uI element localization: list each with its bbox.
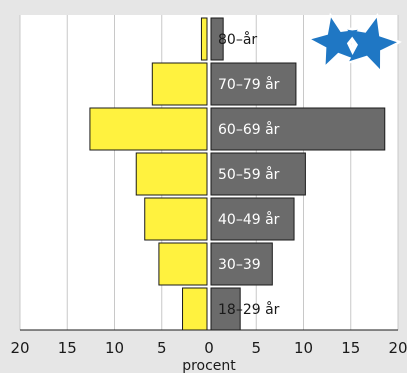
right-bar — [210, 197, 295, 241]
star-logo-icon — [306, 12, 402, 74]
right-bar — [210, 62, 297, 106]
left-bar — [158, 242, 208, 286]
x-tick-label: 15 — [58, 339, 77, 357]
x-tick-label: 0 — [204, 339, 214, 357]
right-bar — [210, 287, 241, 331]
left-bar — [182, 287, 208, 331]
category-label: 70–79 år — [218, 76, 280, 93]
right-bar — [210, 152, 306, 196]
plot-area — [20, 15, 398, 330]
category-label: 80–år — [218, 31, 257, 48]
x-tick-label: 5 — [157, 339, 167, 357]
left-bar — [135, 152, 208, 196]
x-tick-label: 20 — [388, 339, 407, 357]
x-tick-label: 5 — [251, 339, 261, 357]
left-bar — [151, 62, 208, 106]
x-tick-label: 15 — [341, 339, 360, 357]
x-tick-label: 10 — [294, 339, 313, 357]
right-bar — [210, 17, 224, 61]
left-bar — [89, 107, 208, 151]
category-label: 40–49 år — [218, 211, 280, 228]
category-label: 18–29 år — [218, 301, 280, 318]
left-bar — [144, 197, 208, 241]
x-tick-label: 10 — [105, 339, 124, 357]
left-bar — [200, 17, 208, 61]
right-bar — [210, 107, 386, 151]
category-label: 50–59 år — [218, 166, 280, 183]
right-bar — [210, 242, 273, 286]
category-label: 60–69 år — [218, 121, 280, 138]
x-axis-label: procent — [182, 358, 236, 373]
category-label: 30–39 — [218, 257, 261, 273]
x-tick-label: 20 — [10, 339, 29, 357]
